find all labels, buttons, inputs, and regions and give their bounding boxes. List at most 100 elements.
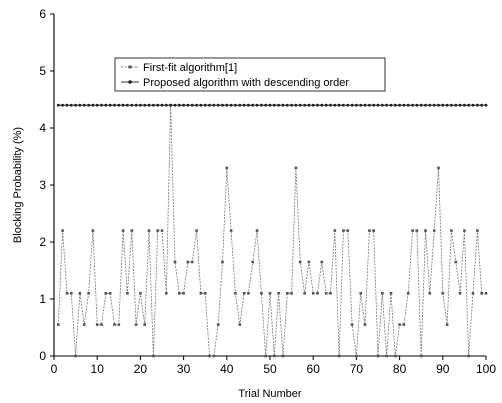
data-point: [329, 292, 332, 295]
data-point: [212, 354, 216, 358]
data-point: [70, 292, 73, 295]
x-tick-label: 10: [91, 362, 105, 376]
data-point: [476, 229, 479, 232]
data-point: [229, 103, 233, 107]
data-point: [268, 103, 272, 107]
data-point: [130, 229, 134, 232]
data-point: [389, 103, 393, 107]
data-point: [380, 103, 384, 107]
data-point: [242, 292, 246, 295]
data-point: [415, 229, 419, 232]
data-point: [117, 323, 121, 326]
data-point: [139, 292, 142, 295]
data-point: [316, 292, 319, 295]
data-point: [268, 292, 272, 295]
data-point: [441, 292, 445, 295]
data-point: [95, 323, 99, 326]
data-point: [376, 103, 380, 107]
data-point: [273, 354, 276, 358]
data-point: [441, 103, 445, 107]
data-point: [117, 103, 121, 107]
data-point: [143, 323, 146, 326]
data-point: [134, 323, 138, 326]
data-point: [333, 229, 337, 232]
series-layer: [56, 103, 488, 358]
data-point: [121, 103, 125, 107]
data-point: [394, 354, 397, 358]
data-point: [346, 103, 350, 107]
x-tick-label: 40: [220, 362, 234, 376]
data-point: [307, 260, 311, 264]
data-point: [350, 103, 354, 107]
data-point: [225, 166, 229, 170]
data-point: [212, 103, 216, 107]
data-point: [264, 103, 268, 107]
data-point: [156, 229, 159, 232]
data-point: [147, 229, 151, 232]
data-point: [402, 323, 406, 326]
data-point: [363, 323, 367, 326]
series-2: [56, 103, 488, 107]
data-point: [463, 229, 466, 232]
data-point: [463, 103, 466, 107]
data-point: [104, 103, 108, 107]
data-point: [281, 103, 285, 107]
data-point: [182, 292, 185, 295]
data-point: [57, 323, 60, 326]
data-point: [126, 292, 129, 295]
data-point: [203, 103, 207, 107]
legend: First-fit algorithm[1] Proposed algorith…: [114, 57, 386, 92]
data-point: [186, 103, 190, 107]
data-point: [480, 292, 483, 295]
legend-marker-proposed: [128, 80, 132, 84]
data-point: [402, 103, 406, 107]
data-point: [406, 103, 410, 107]
data-point: [424, 229, 427, 232]
data-point: [199, 103, 203, 107]
data-point: [303, 103, 306, 107]
data-point: [143, 103, 147, 107]
data-point: [255, 229, 259, 232]
data-point: [195, 229, 198, 232]
data-point: [359, 103, 363, 107]
data-point: [61, 229, 64, 232]
data-point: [164, 103, 168, 107]
data-point: [454, 103, 458, 107]
data-point: [251, 103, 255, 107]
data-point: [484, 292, 488, 295]
legend-marker-first-fit: [128, 65, 132, 69]
data-point: [337, 103, 341, 107]
data-point: [272, 103, 276, 107]
data-point: [419, 354, 423, 358]
data-point: [152, 103, 155, 107]
data-point: [113, 103, 116, 107]
data-point: [372, 103, 376, 107]
data-point: [65, 103, 69, 107]
data-point: [415, 103, 419, 107]
data-point: [346, 229, 350, 232]
y-tick-label: 0: [39, 349, 46, 363]
data-point: [95, 103, 99, 107]
data-point: [277, 292, 280, 295]
data-point: [350, 323, 354, 326]
data-point: [264, 354, 267, 358]
x-axis-title: Trial Number: [238, 388, 301, 400]
data-point: [320, 260, 324, 264]
data-point: [424, 103, 427, 107]
data-point: [342, 229, 345, 232]
data-point: [74, 103, 77, 107]
data-point: [372, 229, 375, 232]
data-point: [165, 292, 168, 295]
data-point: [467, 354, 470, 358]
data-point: [177, 103, 181, 107]
data-point: [100, 103, 103, 107]
data-point: [393, 103, 397, 107]
data-point: [91, 229, 95, 232]
data-point: [160, 103, 164, 107]
y-tick-label: 1: [39, 292, 46, 306]
data-point: [398, 103, 401, 107]
y-tick-label: 4: [39, 121, 46, 135]
data-point: [260, 103, 263, 107]
data-point: [126, 103, 129, 107]
